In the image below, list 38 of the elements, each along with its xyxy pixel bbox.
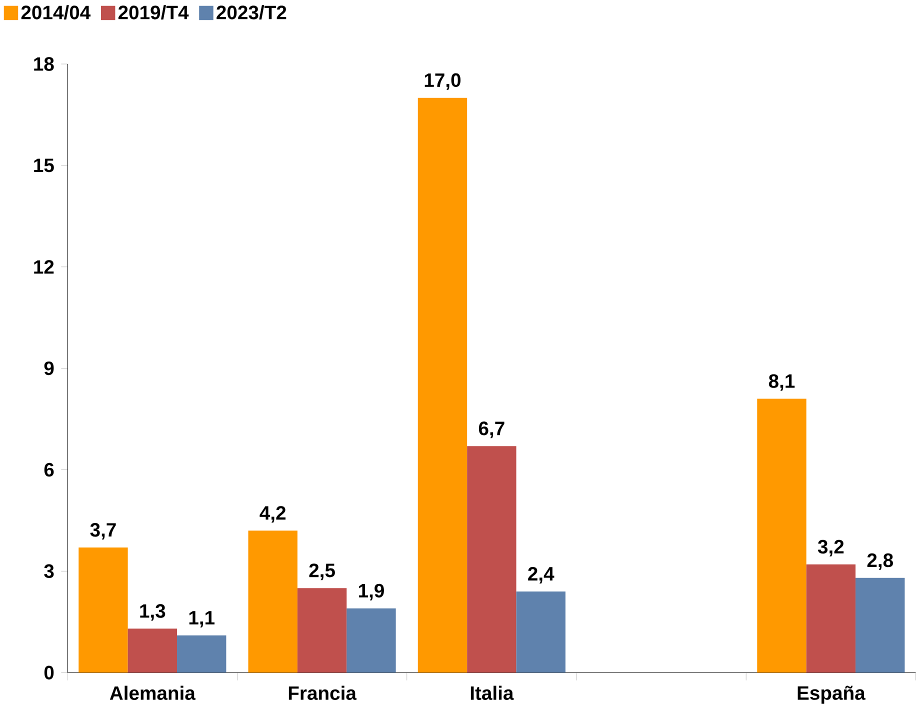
data-label: 1,1 — [189, 611, 215, 628]
data-label: 1,3 — [140, 604, 166, 621]
bar — [248, 530, 298, 673]
data-label: 2,8 — [867, 553, 893, 570]
bar — [177, 635, 226, 673]
y-tick-label: 18 — [34, 57, 54, 71]
data-label: 6,7 — [478, 421, 504, 438]
bar — [297, 588, 347, 673]
data-label: 8,1 — [768, 374, 795, 391]
y-tick-label: 12 — [34, 260, 54, 274]
bar — [806, 564, 856, 673]
y-tick-label: 3 — [44, 564, 54, 578]
bar — [78, 547, 128, 673]
legend-label: 2014/04 — [21, 5, 91, 20]
x-tick-label: España — [798, 686, 866, 704]
bar — [346, 608, 396, 673]
data-label: 3,7 — [90, 522, 116, 540]
data-label: 17,0 — [424, 73, 460, 90]
y-tick-label: 0 — [44, 666, 54, 680]
bar — [516, 591, 566, 673]
data-label: 2,5 — [309, 563, 335, 580]
data-label: 3,2 — [818, 540, 844, 556]
bar — [467, 446, 516, 673]
x-tick-label: Alemania — [110, 686, 196, 700]
data-label: 2,4 — [528, 566, 554, 584]
y-tick-label: 9 — [44, 361, 54, 376]
x-tick-label: Italia — [470, 686, 514, 700]
bar — [418, 98, 468, 673]
data-label: 4,2 — [260, 506, 286, 523]
x-tick-label: Francia — [288, 686, 357, 700]
y-tick-label: 15 — [34, 158, 54, 172]
data-label: 1,9 — [359, 584, 384, 600]
legend-label: 2023/T2 — [216, 5, 286, 20]
y-tick-label: 6 — [44, 462, 54, 476]
bar — [856, 578, 905, 673]
legend-label: 2019/T4 — [118, 5, 189, 20]
bar — [757, 398, 806, 673]
bar — [128, 628, 178, 673]
